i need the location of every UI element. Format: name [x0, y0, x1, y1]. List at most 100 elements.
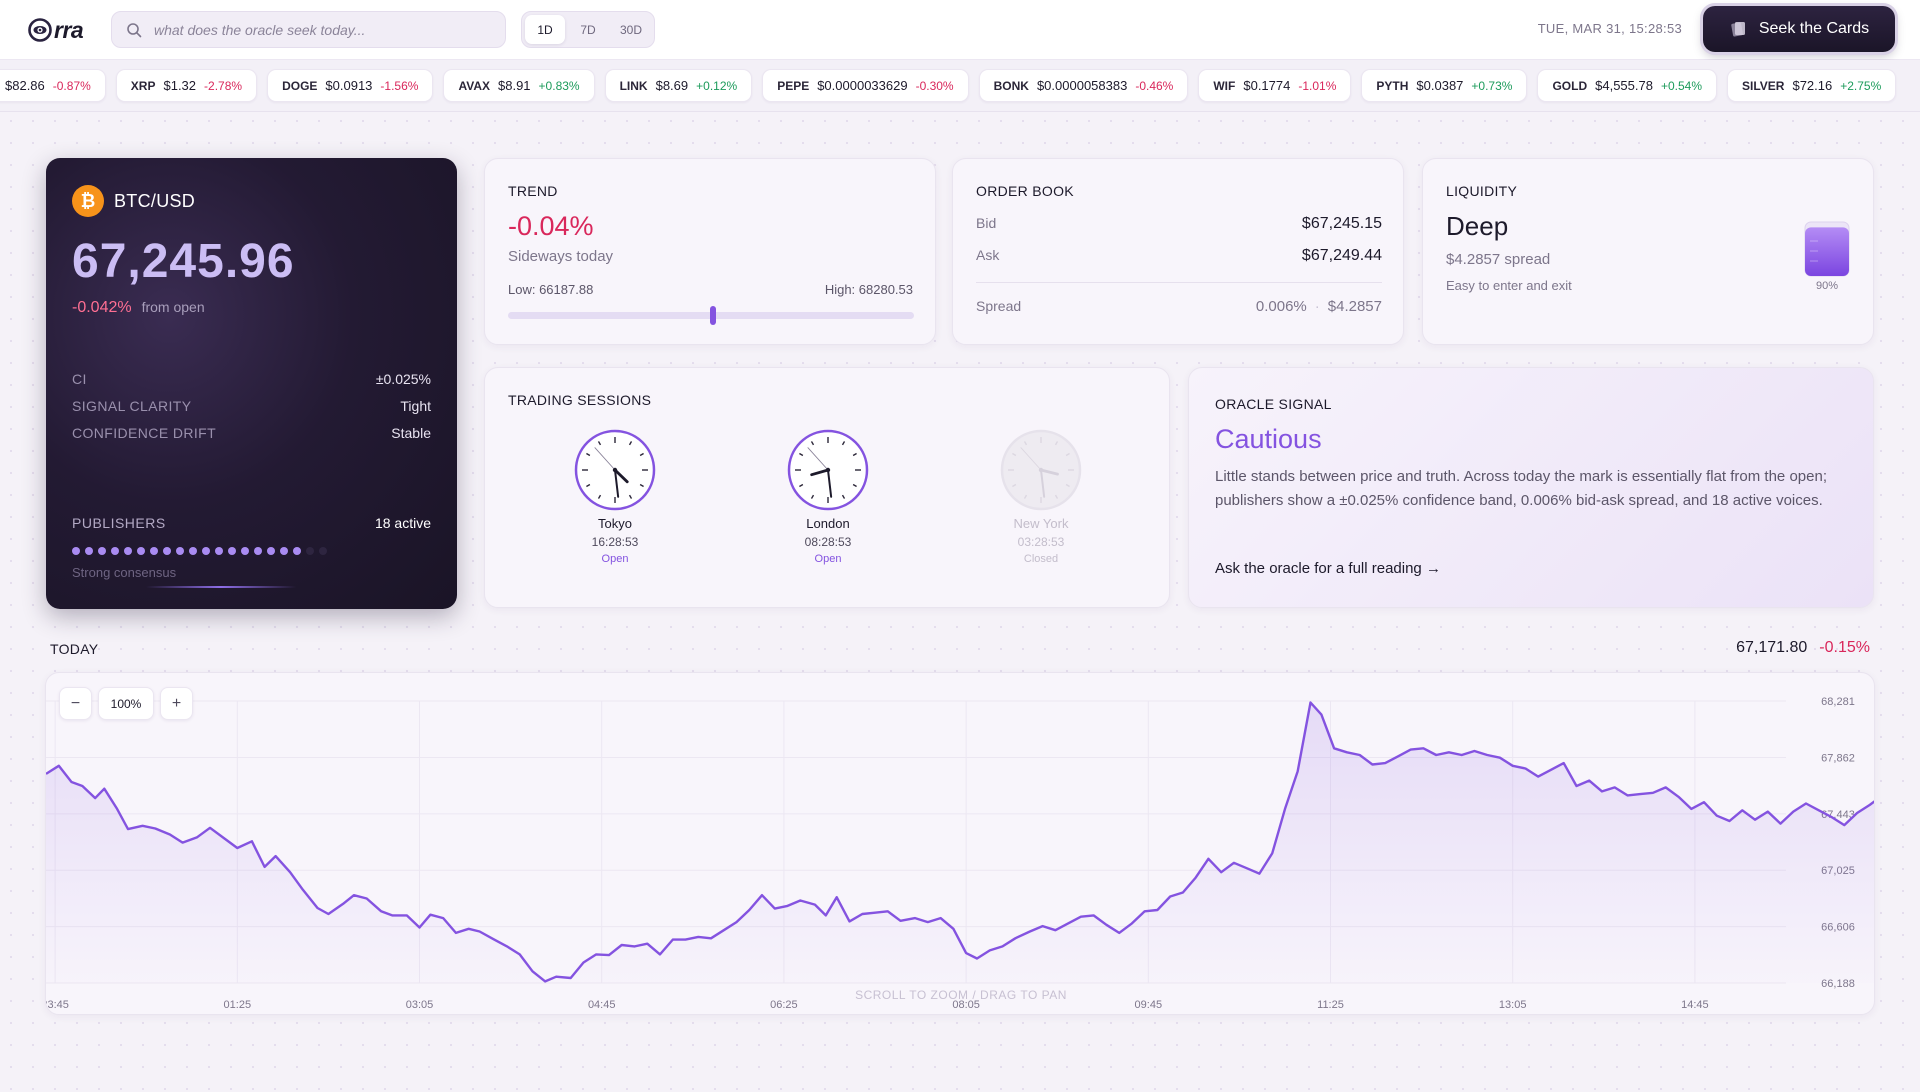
price-ticker: $82.86 -0.87% XRP $1.32 -2.78% DOGE $0.0913 -1.… — [0, 60, 1920, 112]
clock-city: New York — [1013, 516, 1069, 531]
publisher-dot — [150, 547, 158, 555]
range-1d-button[interactable]: 1D — [525, 15, 565, 44]
ticker-symbol: XRP — [130, 78, 156, 93]
ticker-symbol: LINK — [619, 78, 648, 93]
stat-label: CONFIDENCE DRIFT — [72, 425, 217, 441]
trend-value: -0.04% — [508, 211, 594, 241]
ticker-symbol: PEPE — [777, 78, 810, 93]
bid-label: Bid — [976, 215, 997, 231]
clock-time: 16:28:53 — [591, 535, 639, 549]
ask-value: $67,249.44 — [1301, 247, 1382, 264]
spread-absolute: $4.2857 — [1327, 298, 1382, 315]
range-30d-button[interactable]: 30D — [619, 22, 642, 37]
price-chart[interactable]: − 100% + 68,28167,86267,44367,02566,6066… — [45, 672, 1875, 1015]
publisher-dot — [98, 547, 106, 555]
liquidity-note: Easy to enter and exit — [1446, 278, 1572, 293]
x-tick-label: 01:25 — [224, 999, 252, 1011]
ticker-price: $4,555.78 — [1595, 78, 1653, 93]
ticker-change: +0.73% — [1471, 78, 1513, 93]
ticker-price: $0.0387 — [1416, 78, 1464, 93]
ticker-symbol: DOGE — [282, 78, 318, 93]
publisher-dot — [72, 547, 80, 555]
ticker-symbol: AVAX — [458, 78, 490, 93]
btc-change-value: -0.042% — [72, 299, 132, 316]
price-chart-svg: 68,28167,86267,44367,02566,60666,18823:4… — [46, 696, 1874, 1011]
publisher-dot — [189, 547, 197, 555]
ticker-item[interactable]: BONK $0.0000058383 -0.46% — [978, 69, 1189, 102]
x-tick-label: 11:25 — [1317, 999, 1344, 1011]
ticker-price: $1.32 — [163, 78, 197, 93]
ticker-item[interactable]: LINK $8.69 +0.12% — [604, 69, 753, 102]
search-input[interactable] — [154, 21, 484, 38]
stat-value: ±0.025% — [375, 371, 431, 387]
ticker-item[interactable]: XRP $1.32 -2.78% — [115, 69, 258, 102]
svg-text:₿: ₿ — [81, 191, 96, 211]
publisher-dot — [241, 547, 249, 555]
oracle-value: Cautious — [1215, 424, 1322, 454]
clock-face-icon — [574, 429, 656, 511]
tarot-cards-icon — [1731, 22, 1745, 37]
ticker-item[interactable]: DOGE $0.0913 -1.56% — [267, 69, 434, 102]
day-range-bar — [508, 306, 914, 325]
trend-high: High: 68280.53 — [824, 282, 913, 297]
zoom-out-button[interactable]: − — [59, 687, 92, 720]
ask-oracle-link[interactable]: Ask the oracle for a full reading → — [1215, 560, 1441, 577]
liquidity-value: Deep — [1446, 211, 1509, 241]
ticker-item[interactable]: GOLD $4,555.78 +0.54% — [1537, 69, 1718, 102]
clock-london: London 08:28:53 Open — [768, 429, 888, 565]
ticker-item[interactable]: PYTH $0.0387 +0.73% — [1361, 69, 1528, 102]
pair-label: BTC/USD — [114, 190, 196, 211]
liquidity-spread: $4.2857 spread — [1446, 251, 1551, 268]
ticker-change: +0.83% — [538, 78, 580, 93]
today-label: TODAY — [50, 641, 99, 657]
publisher-dot — [202, 547, 210, 555]
liquidity-gauge-fill — [1805, 227, 1849, 276]
today-price: 67,171.80 — [1736, 639, 1808, 656]
ask-label: Ask — [976, 247, 1000, 263]
clock-city: London — [806, 516, 850, 531]
ticker-item[interactable]: $82.86 -0.87% — [0, 69, 106, 102]
divider — [976, 282, 1382, 283]
ticker-price: $72.16 — [1792, 78, 1833, 93]
search-box[interactable] — [111, 11, 506, 48]
ticker-item[interactable]: SILVER $72.16 +2.75% — [1727, 69, 1897, 102]
publisher-dot — [280, 547, 288, 555]
clock-city: Tokyo — [598, 516, 632, 531]
zoom-in-button[interactable]: + — [160, 687, 193, 720]
ticker-item[interactable]: WIF $0.1774 -1.01% — [1198, 69, 1352, 102]
x-tick-label: 04:45 — [588, 999, 616, 1011]
stat-label: CI — [72, 371, 87, 387]
range-7d-button[interactable]: 7D — [580, 22, 596, 37]
separator: · — [1314, 298, 1320, 315]
ticker-change: -0.87% — [52, 78, 91, 93]
stat-row-signal-clarity: SIGNAL CLARITY Tight — [72, 398, 431, 425]
ticker-symbol: WIF — [1213, 78, 1236, 93]
publisher-dot — [176, 547, 184, 555]
ticker-item[interactable]: AVAX $8.91 +0.83% — [443, 69, 595, 102]
seek-button-label: Seek the Cards — [1758, 20, 1870, 37]
order-book-title: ORDER BOOK — [976, 183, 1074, 199]
publisher-dot — [319, 547, 327, 555]
publishers-count: 18 active — [374, 515, 431, 531]
ticker-track: $82.86 -0.87% XRP $1.32 -2.78% DOGE $0.0913 -1.… — [0, 69, 1897, 102]
publisher-dot — [137, 547, 145, 555]
bitcoin-icon: ₿ — [72, 185, 104, 217]
decorative-glow — [146, 586, 296, 588]
ticker-price: $82.86 — [5, 78, 45, 93]
ticker-change: -1.01% — [1298, 78, 1337, 93]
ticker-symbol: BONK — [993, 78, 1029, 93]
session-status: Closed — [1023, 553, 1059, 565]
publisher-dot — [215, 547, 223, 555]
x-tick-label: 03:05 — [406, 999, 434, 1011]
ticker-change: +0.54% — [1660, 78, 1703, 93]
y-tick-label: 67,862 — [1821, 752, 1855, 764]
current-datetime: TUE, MAR 31, 15:28:53 — [1537, 21, 1682, 36]
x-tick-label: 06:25 — [770, 999, 798, 1011]
ticker-item[interactable]: PEPE $0.0000033629 -0.30% — [762, 69, 969, 102]
search-icon — [127, 22, 142, 37]
seek-the-cards-button[interactable]: Seek the Cards — [1703, 6, 1895, 52]
current-price-marker — [710, 306, 717, 325]
publishers-label: PUBLISHERS — [72, 515, 166, 531]
app-logo[interactable]: rra — [28, 16, 84, 44]
clock-face-icon — [1000, 429, 1082, 511]
